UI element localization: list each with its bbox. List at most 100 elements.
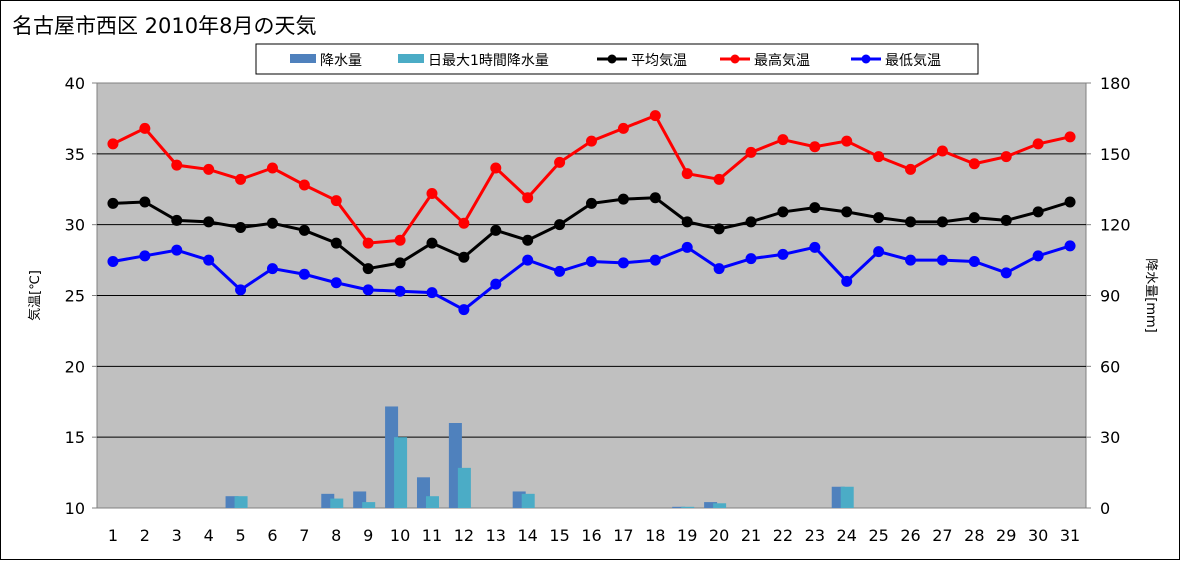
x-tick-label: 6	[267, 526, 277, 545]
point-avg-temp	[490, 224, 502, 236]
bar-max-hourly-rainfall	[457, 467, 471, 508]
x-tick-label: 29	[996, 526, 1016, 545]
point-min-temp	[1064, 240, 1076, 252]
point-max-temp	[905, 163, 917, 175]
point-min-temp	[522, 254, 534, 266]
point-avg-temp	[362, 263, 374, 275]
point-max-temp	[266, 162, 278, 174]
legend-swatch	[290, 54, 316, 63]
bar-rainfall	[704, 502, 718, 508]
point-max-temp	[171, 159, 183, 171]
point-min-temp	[905, 254, 917, 266]
point-avg-temp	[873, 212, 885, 224]
bar-max-hourly-rainfall	[330, 498, 344, 508]
point-max-temp	[426, 188, 438, 199]
point-max-temp	[873, 151, 885, 163]
x-tick-label: 23	[805, 526, 825, 545]
point-avg-temp	[266, 217, 278, 229]
point-min-temp	[330, 277, 342, 289]
bar-max-hourly-rainfall	[840, 486, 854, 508]
point-min-temp	[968, 256, 980, 267]
point-min-temp	[841, 275, 853, 287]
point-min-temp	[203, 254, 215, 266]
point-avg-temp	[203, 216, 215, 228]
x-tick-label: 28	[964, 526, 984, 545]
point-max-temp	[490, 162, 502, 174]
point-avg-temp	[330, 237, 342, 249]
x-tick-label: 8	[331, 526, 341, 545]
y-left-tick-label: 20	[65, 357, 85, 376]
y-right-tick-label: 150	[1100, 145, 1131, 164]
point-max-temp	[681, 168, 693, 180]
point-avg-temp	[298, 224, 310, 236]
legend-label: 日最大1時間降水量	[428, 53, 549, 69]
point-min-temp	[745, 253, 757, 265]
point-avg-temp	[171, 214, 183, 226]
x-tick-label: 15	[549, 526, 569, 545]
x-tick-label: 30	[1028, 526, 1048, 545]
point-max-temp	[298, 179, 310, 191]
legend-swatch	[398, 54, 424, 63]
point-max-temp	[713, 173, 725, 185]
point-min-temp	[649, 254, 661, 266]
point-avg-temp	[841, 206, 853, 218]
point-avg-temp	[968, 212, 980, 224]
point-min-temp	[777, 248, 789, 260]
point-min-temp	[936, 254, 948, 266]
point-avg-temp	[617, 193, 629, 205]
bar-max-hourly-rainfall	[362, 502, 376, 508]
point-max-temp	[139, 122, 151, 134]
x-tick-label: 18	[645, 526, 665, 545]
point-avg-temp	[394, 257, 406, 269]
point-avg-temp	[554, 219, 566, 231]
x-tick-label: 19	[677, 526, 697, 545]
point-min-temp	[139, 250, 151, 262]
point-avg-temp	[809, 202, 821, 214]
point-max-temp	[617, 122, 629, 134]
y-left-tick-label: 35	[65, 145, 85, 164]
point-min-temp	[1032, 250, 1044, 262]
point-min-temp	[873, 246, 885, 258]
point-min-temp	[426, 287, 438, 299]
y-right-tick-label: 30	[1100, 428, 1120, 447]
x-tick-label: 24	[837, 526, 857, 545]
x-tick-label: 2	[140, 526, 150, 545]
point-max-temp	[235, 173, 247, 185]
x-tick-label: 17	[613, 526, 633, 545]
point-avg-temp	[905, 216, 917, 228]
legend-label: 最高気温	[754, 52, 810, 69]
point-avg-temp	[745, 216, 757, 228]
x-tick-label: 31	[1060, 526, 1080, 545]
point-avg-temp	[936, 216, 948, 228]
point-max-temp	[330, 195, 342, 207]
point-min-temp	[713, 263, 725, 275]
bar-max-hourly-rainfall	[681, 506, 695, 508]
point-avg-temp	[777, 206, 789, 218]
x-tick-label: 27	[932, 526, 952, 545]
point-max-temp	[203, 163, 215, 175]
legend-label: 降水量	[320, 53, 362, 69]
point-avg-temp	[1000, 214, 1012, 226]
point-min-temp	[809, 241, 821, 253]
point-max-temp	[745, 146, 757, 158]
point-min-temp	[394, 285, 406, 297]
point-max-temp	[554, 156, 566, 168]
legend-swatch-marker	[607, 54, 617, 64]
x-tick-label: 16	[581, 526, 601, 545]
point-max-temp	[968, 158, 980, 170]
y-left-tick-label: 15	[65, 428, 85, 447]
x-tick-label: 26	[900, 526, 920, 545]
point-min-temp	[171, 244, 183, 256]
x-tick-label: 21	[741, 526, 761, 545]
bar-max-hourly-rainfall	[394, 437, 408, 508]
y-left-tick-label: 40	[65, 74, 85, 93]
point-max-temp	[777, 134, 789, 146]
point-max-temp	[809, 141, 821, 153]
y-right-tick-label: 180	[1100, 74, 1131, 93]
x-tick-label: 10	[390, 526, 410, 545]
point-min-temp	[458, 304, 470, 316]
y-left-tick-label: 10	[65, 499, 85, 518]
point-max-temp	[649, 110, 661, 122]
point-max-temp	[107, 138, 119, 150]
point-min-temp	[266, 263, 278, 275]
